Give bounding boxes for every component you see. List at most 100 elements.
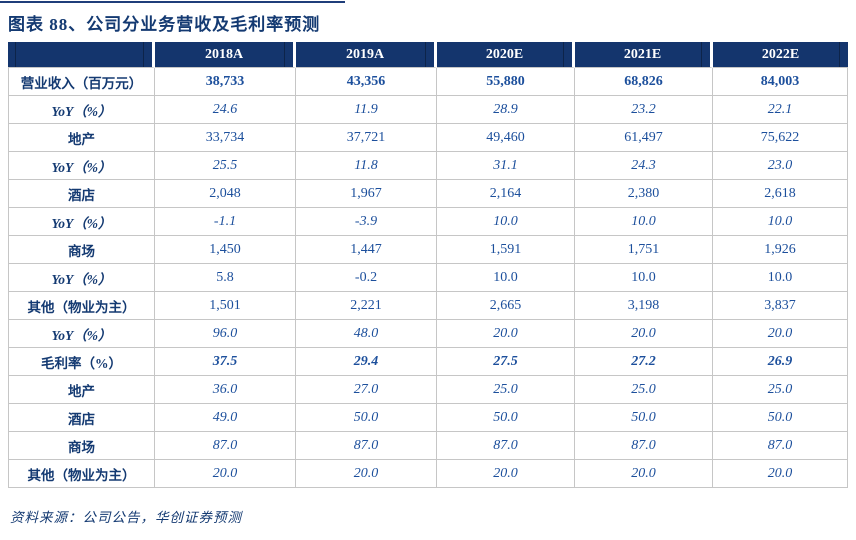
cell: 20.0 xyxy=(155,460,296,488)
table-row: 其他（物业为主） 20.0 20.0 20.0 20.0 20.0 xyxy=(8,460,848,488)
cell: 10.0 xyxy=(437,264,575,292)
row-label: YoY（%） xyxy=(8,208,155,236)
cell: 49,460 xyxy=(437,124,575,152)
column-header: 2020E xyxy=(437,42,575,68)
source-note: 资料来源：公司公告，华创证券预测 xyxy=(10,510,242,525)
row-label: 酒店 xyxy=(8,404,155,432)
cell: -3.9 xyxy=(296,208,437,236)
cell: 87.0 xyxy=(575,432,713,460)
figure-title: 图表 88、公司分业务营收及毛利率预测 xyxy=(8,15,321,34)
cell: 49.0 xyxy=(155,404,296,432)
cell: 25.0 xyxy=(437,376,575,404)
cell: 36.0 xyxy=(155,376,296,404)
table-row: 其他（物业为主） 1,501 2,221 2,665 3,198 3,837 xyxy=(8,292,848,320)
cell: 50.0 xyxy=(575,404,713,432)
cell: -1.1 xyxy=(155,208,296,236)
cell: 26.9 xyxy=(713,348,848,376)
cell: 22.1 xyxy=(713,96,848,124)
cell: 27.2 xyxy=(575,348,713,376)
table-row: YoY（%） 96.0 48.0 20.0 20.0 20.0 xyxy=(8,320,848,348)
cell: 11.9 xyxy=(296,96,437,124)
top-rule-divider xyxy=(0,1,345,3)
cell: 20.0 xyxy=(713,320,848,348)
cell: 1,926 xyxy=(713,236,848,264)
cell: 1,501 xyxy=(155,292,296,320)
cell: 1,450 xyxy=(155,236,296,264)
cell: 10.0 xyxy=(713,208,848,236)
cell: 5.8 xyxy=(155,264,296,292)
cell: 11.8 xyxy=(296,152,437,180)
cell: 87.0 xyxy=(296,432,437,460)
cell: 87.0 xyxy=(713,432,848,460)
row-label: 营业收入（百万元） xyxy=(8,68,155,96)
column-header: 2018A xyxy=(155,42,296,68)
table-row: 地产 36.0 27.0 25.0 25.0 25.0 xyxy=(8,376,848,404)
cell: 20.0 xyxy=(437,320,575,348)
row-label: 商场 xyxy=(8,432,155,460)
table-row: 营业收入（百万元） 38,733 43,356 55,880 68,826 84,003 xyxy=(8,68,848,96)
cell: -0.2 xyxy=(296,264,437,292)
table-row: YoY（%） 25.5 11.8 31.1 24.3 23.0 xyxy=(8,152,848,180)
cell: 87.0 xyxy=(437,432,575,460)
row-label: YoY（%） xyxy=(8,320,155,348)
cell: 75,622 xyxy=(713,124,848,152)
table-header-row: 2018A 2019A 2020E 2021E 2022E xyxy=(8,42,848,68)
cell: 10.0 xyxy=(713,264,848,292)
row-label: 毛利率（%） xyxy=(8,348,155,376)
cell: 84,003 xyxy=(713,68,848,96)
cell: 24.3 xyxy=(575,152,713,180)
row-label: YoY（%） xyxy=(8,152,155,180)
cell: 20.0 xyxy=(575,320,713,348)
column-header: 2022E xyxy=(713,42,848,68)
row-label: YoY（%） xyxy=(8,96,155,124)
cell: 20.0 xyxy=(296,460,437,488)
cell: 38,733 xyxy=(155,68,296,96)
cell: 68,826 xyxy=(575,68,713,96)
cell: 10.0 xyxy=(575,208,713,236)
cell: 20.0 xyxy=(713,460,848,488)
cell: 2,048 xyxy=(155,180,296,208)
table-row: 商场 87.0 87.0 87.0 87.0 87.0 xyxy=(8,432,848,460)
cell: 20.0 xyxy=(575,460,713,488)
cell: 50.0 xyxy=(296,404,437,432)
table-row: 酒店 49.0 50.0 50.0 50.0 50.0 xyxy=(8,404,848,432)
cell: 25.0 xyxy=(575,376,713,404)
row-label: YoY（%） xyxy=(8,264,155,292)
cell: 50.0 xyxy=(437,404,575,432)
cell: 61,497 xyxy=(575,124,713,152)
cell: 37.5 xyxy=(155,348,296,376)
cell: 1,751 xyxy=(575,236,713,264)
cell: 27.5 xyxy=(437,348,575,376)
cell: 2,665 xyxy=(437,292,575,320)
cell: 20.0 xyxy=(437,460,575,488)
cell: 2,380 xyxy=(575,180,713,208)
row-label: 地产 xyxy=(8,124,155,152)
row-label: 酒店 xyxy=(8,180,155,208)
column-header: 2021E xyxy=(575,42,713,68)
row-label: 其他（物业为主） xyxy=(8,460,155,488)
cell: 10.0 xyxy=(437,208,575,236)
cell: 55,880 xyxy=(437,68,575,96)
column-header: 2019A xyxy=(296,42,437,68)
row-label: 商场 xyxy=(8,236,155,264)
cell: 87.0 xyxy=(155,432,296,460)
cell: 25.0 xyxy=(713,376,848,404)
cell: 1,967 xyxy=(296,180,437,208)
cell: 50.0 xyxy=(713,404,848,432)
cell: 25.5 xyxy=(155,152,296,180)
cell: 96.0 xyxy=(155,320,296,348)
cell: 23.2 xyxy=(575,96,713,124)
cell: 2,221 xyxy=(296,292,437,320)
table-row: YoY（%） -1.1 -3.9 10.0 10.0 10.0 xyxy=(8,208,848,236)
cell: 3,837 xyxy=(713,292,848,320)
cell: 31.1 xyxy=(437,152,575,180)
table-row: 地产 33,734 37,721 49,460 61,497 75,622 xyxy=(8,124,848,152)
cell: 2,618 xyxy=(713,180,848,208)
cell: 48.0 xyxy=(296,320,437,348)
forecast-table: 2018A 2019A 2020E 2021E 2022E 营业收入（百万元） 38,73… xyxy=(8,42,848,488)
cell: 1,447 xyxy=(296,236,437,264)
cell: 28.9 xyxy=(437,96,575,124)
row-label: 其他（物业为主） xyxy=(8,292,155,320)
cell: 2,164 xyxy=(437,180,575,208)
